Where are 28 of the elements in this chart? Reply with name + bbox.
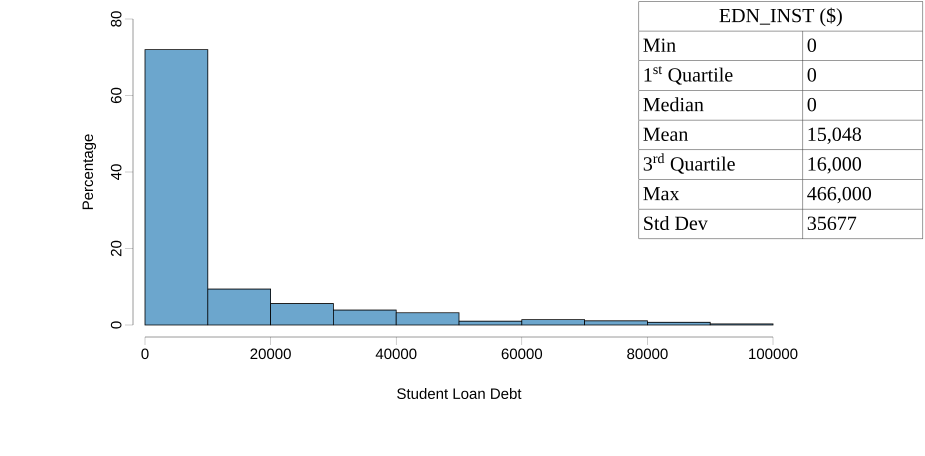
text: 0 bbox=[808, 38, 816, 52]
x-tick-label: 100000 bbox=[749, 348, 798, 360]
y-tick-label: 80 bbox=[110, 11, 122, 27]
annotation: 3$^{rd}$ Quartile bbox=[644, 153, 735, 174]
x-tick-label: 40000 bbox=[376, 348, 416, 360]
y-tick-label: 60 bbox=[110, 88, 122, 104]
x-tick-label: 60000 bbox=[502, 348, 542, 360]
annotation: Median bbox=[643, 97, 704, 112]
y-tick-label: 0 bbox=[110, 321, 122, 329]
annotation: Min bbox=[643, 38, 676, 52]
x-tick-label: 0 bbox=[141, 348, 149, 360]
annotation: 1$^{st}$ Quartile bbox=[644, 66, 732, 85]
y-axis-title: Percentage bbox=[82, 134, 96, 210]
text: 35677 bbox=[808, 216, 856, 230]
y-tick-label: 40 bbox=[110, 164, 122, 180]
y-tick-label: 20 bbox=[110, 240, 122, 256]
x-axis-title: Student Loan Debt bbox=[397, 388, 522, 399]
text: 16,000 bbox=[808, 157, 862, 174]
annotation: Mean bbox=[643, 128, 688, 142]
annotation: EDN_INST ($) bbox=[719, 8, 842, 26]
text: 0 bbox=[808, 98, 816, 112]
text: 0 bbox=[808, 68, 816, 82]
annotation: Max bbox=[643, 187, 680, 200]
x-tick-label: 80000 bbox=[627, 348, 668, 360]
x-tick-label: 20000 bbox=[250, 348, 291, 360]
text: 15,048 bbox=[808, 128, 862, 144]
text: 466,000 bbox=[807, 186, 872, 204]
annotation: Std Dev bbox=[644, 216, 708, 230]
